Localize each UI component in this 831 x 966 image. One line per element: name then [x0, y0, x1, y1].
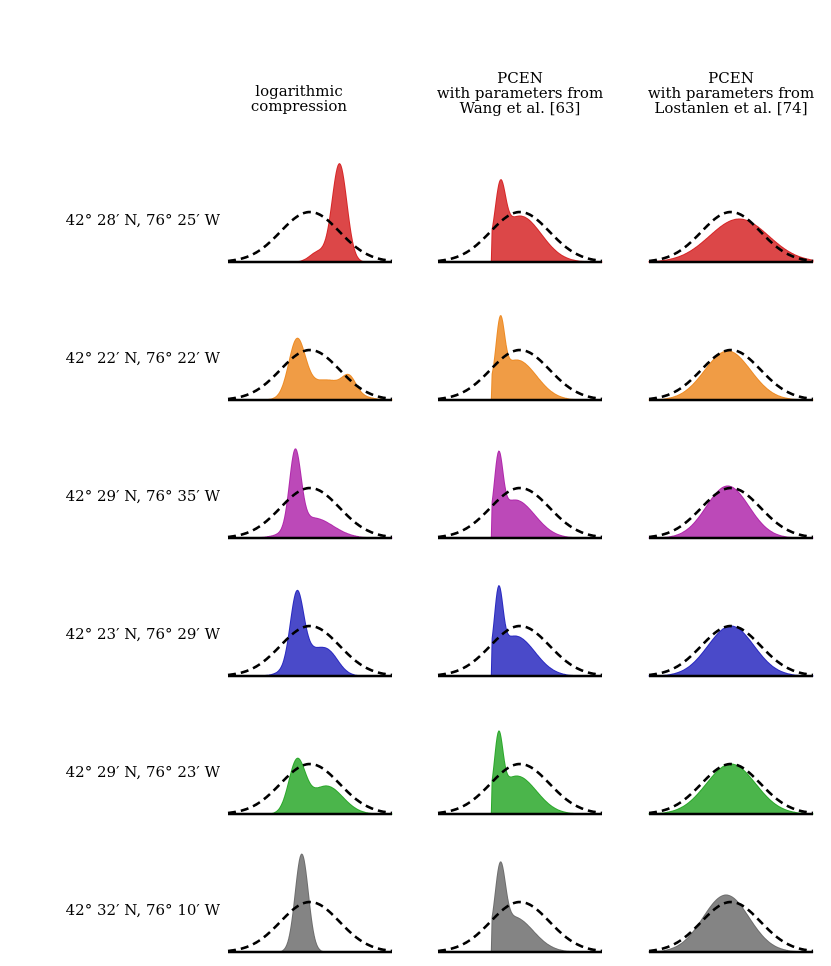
row-labels: 42° 28′ N, 76° 25′ W 42° 22′ N, 76° 22′ W…: [66, 211, 221, 919]
reference-gaussian-dashed: [648, 210, 814, 263]
panel-r4-pcen_wang: [437, 585, 603, 678]
panel-r3-pcen_wang: [437, 450, 603, 540]
reference-gaussian-dashed: [648, 486, 814, 539]
reference-gaussian-dashed: [437, 486, 603, 539]
reference-gaussian-dashed: [227, 762, 393, 815]
reference-gaussian-dashed: [437, 210, 603, 263]
column-header-pcen_lostanlen-line-1: PCEN: [708, 69, 754, 87]
panel-r1-pcen_wang: [437, 178, 603, 264]
reference-gaussian-dashed: [437, 348, 603, 401]
density-area: [438, 585, 602, 677]
density-area: [228, 589, 392, 677]
density-area: [438, 450, 602, 539]
column-header-pcen_lostanlen-line-2: with parameters from: [648, 84, 814, 102]
column-header-pcen_wang-line-2: with parameters from: [437, 84, 603, 102]
panel-r4-log: [227, 589, 393, 678]
panel-r3-pcen_lostanlen: [648, 485, 814, 540]
column-header-pcen_lostanlen-line-3: Lostanlen et al. [74]: [654, 99, 807, 117]
reference-gaussian-dashed: [648, 348, 814, 401]
reference-gaussian-dashed: [227, 624, 393, 677]
reference-gaussian-dashed: [227, 348, 393, 401]
density-panels: [227, 163, 814, 954]
reference-gaussian-dashed: [437, 900, 603, 953]
panel-r2-log: [227, 337, 393, 402]
density-area: [228, 448, 393, 539]
reference-gaussian-dashed: [227, 900, 393, 953]
row-label-1: 42° 28′ N, 76° 25′ W: [66, 211, 221, 229]
density-area: [228, 337, 393, 401]
panel-r5-pcen_wang: [437, 730, 603, 816]
column-header-log-line-2: compression: [251, 97, 348, 115]
panel-r2-pcen_lostanlen: [648, 348, 814, 402]
panel-r5-log: [227, 757, 393, 816]
row-label-3: 42° 29′ N, 76° 35′ W: [66, 487, 221, 505]
density-area: [438, 315, 602, 401]
panel-r6-pcen_lostanlen: [648, 894, 814, 954]
reference-gaussian-dashed: [437, 762, 603, 815]
density-area: [438, 730, 602, 815]
reference-gaussian-dashed: [648, 762, 814, 815]
panel-r4-pcen_lostanlen: [648, 624, 814, 678]
panel-r6-log: [227, 853, 393, 954]
row-label-2: 42° 22′ N, 76° 22′ W: [66, 349, 221, 367]
panel-r5-pcen_lostanlen: [648, 762, 814, 816]
column-header-pcen_wang-line-1: PCEN: [497, 69, 543, 87]
density-area: [648, 350, 814, 401]
reference-gaussian-dashed: [437, 624, 603, 677]
row-label-5: 42° 29′ N, 76° 23′ W: [66, 763, 221, 781]
panel-r1-log: [227, 163, 393, 264]
panel-r3-log: [227, 448, 393, 540]
panel-r2-pcen_wang: [437, 315, 603, 402]
density-area: [648, 894, 814, 953]
density-area: [438, 861, 602, 953]
row-label-4: 42° 23′ N, 76° 29′ W: [66, 625, 221, 643]
reference-gaussian-dashed: [648, 624, 814, 677]
reference-gaussian-dashed: [227, 486, 393, 539]
column-header-pcen_wang-line-3: Wang et al. [63]: [460, 99, 581, 117]
density-area: [648, 218, 814, 263]
row-label-6: 42° 32′ N, 76° 10′ W: [66, 901, 221, 919]
panel-r6-pcen_wang: [437, 861, 603, 954]
panel-r1-pcen_lostanlen: [648, 210, 814, 264]
reference-gaussian-dashed: [227, 210, 393, 263]
density-area: [438, 178, 603, 263]
column-header-log-line-1: logarithmic: [255, 82, 342, 100]
reference-gaussian-dashed: [648, 900, 814, 953]
